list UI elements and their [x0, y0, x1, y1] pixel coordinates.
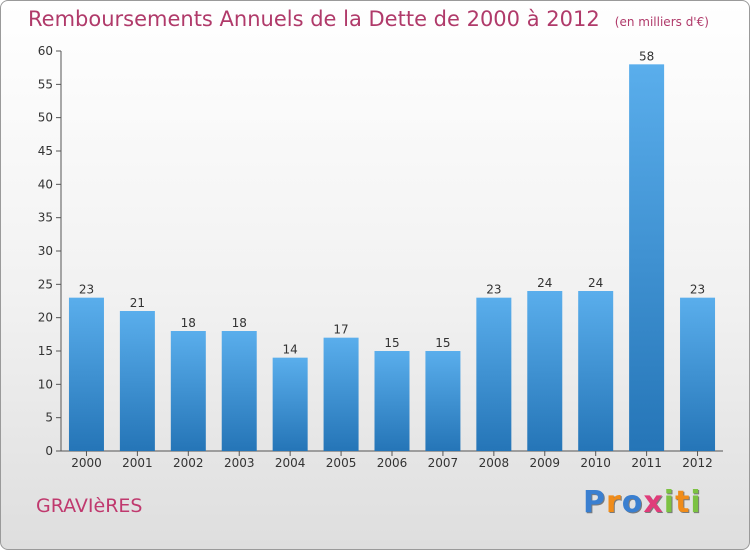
bar	[629, 64, 665, 452]
y-tick-label: 50	[38, 111, 53, 125]
chart-unit-note: (en milliers d'€)	[614, 15, 709, 29]
bar	[476, 297, 512, 451]
bar	[527, 291, 563, 451]
logo-letter: P	[583, 485, 606, 520]
y-tick-label: 15	[38, 344, 53, 358]
bar-value-label: 24	[588, 276, 603, 290]
proxiti-logo: Proxiti	[583, 485, 702, 520]
logo-letter: i	[663, 485, 676, 520]
bar-value-label: 15	[384, 336, 399, 350]
x-tick-label: 2008	[479, 456, 510, 470]
bar-value-label: 15	[435, 336, 450, 350]
bar-value-label: 24	[537, 276, 552, 290]
chart-bars: 23 21 18 18 14 17 15 15 23 24 24 58 23	[68, 49, 716, 452]
x-tick-label: 2002	[173, 456, 204, 470]
logo-letter: t	[675, 485, 691, 520]
x-tick-label: 2006	[377, 456, 408, 470]
logo-letter: x	[643, 485, 664, 520]
bar-chart: 0 5 10 15 20 25 30 35 40 45 50 55 60 2000 2001 2002 2003…	[38, 44, 723, 470]
chart-axes: 0 5 10 15 20 25 30 35 40 45 50 55 60 2000 2001 2002 2003…	[38, 44, 723, 470]
x-tick-label: 2009	[529, 456, 560, 470]
x-tick-label: 2003	[224, 456, 255, 470]
bar	[68, 297, 104, 451]
x-tick-label: 2011	[631, 456, 662, 470]
logo-letter: i	[690, 485, 702, 520]
x-tick-label: 2012	[682, 456, 713, 470]
y-tick-label: 40	[38, 177, 53, 191]
bar-value-label: 21	[130, 296, 145, 310]
x-tick-label: 2007	[428, 456, 459, 470]
bar	[425, 351, 461, 451]
y-tick-label: 0	[45, 444, 53, 458]
bar	[272, 357, 308, 451]
bar-value-label: 14	[283, 343, 298, 357]
x-tick-label: 2004	[275, 456, 306, 470]
bar	[119, 311, 155, 451]
bar	[374, 351, 410, 451]
bar-value-label: 23	[690, 283, 705, 297]
bar-value-label: 23	[79, 283, 94, 297]
x-tick-label: 2010	[580, 456, 611, 470]
y-tick-label: 20	[38, 311, 53, 325]
commune-name: GRAVIèRES	[36, 495, 143, 517]
y-tick-label: 10	[38, 377, 53, 391]
y-tick-label: 25	[38, 277, 53, 291]
logo-letter: r	[606, 485, 622, 520]
y-tick-label: 45	[38, 144, 53, 158]
bar	[221, 331, 257, 451]
bar-value-label: 18	[232, 316, 247, 330]
y-tick-label: 5	[45, 411, 53, 425]
bar	[680, 297, 716, 451]
bar-value-label: 17	[333, 323, 348, 337]
chart-title-text: Remboursements Annuels de la Dette de 20…	[28, 7, 600, 31]
x-tick-label: 2000	[71, 456, 102, 470]
y-tick-label: 60	[38, 44, 53, 58]
bar	[323, 337, 359, 451]
bar-value-label: 23	[486, 283, 501, 297]
bar-value-label: 58	[639, 49, 654, 63]
chart-title: Remboursements Annuels de la Dette de 20…	[28, 7, 709, 31]
bar	[170, 331, 206, 451]
x-tick-label: 2005	[326, 456, 357, 470]
logo-letter: o	[621, 485, 644, 520]
bar-value-label: 18	[181, 316, 196, 330]
y-tick-label: 55	[38, 77, 53, 91]
x-tick-label: 2001	[122, 456, 153, 470]
y-tick-label: 35	[38, 211, 53, 225]
y-tick-label: 30	[38, 244, 53, 258]
bar	[578, 291, 614, 451]
